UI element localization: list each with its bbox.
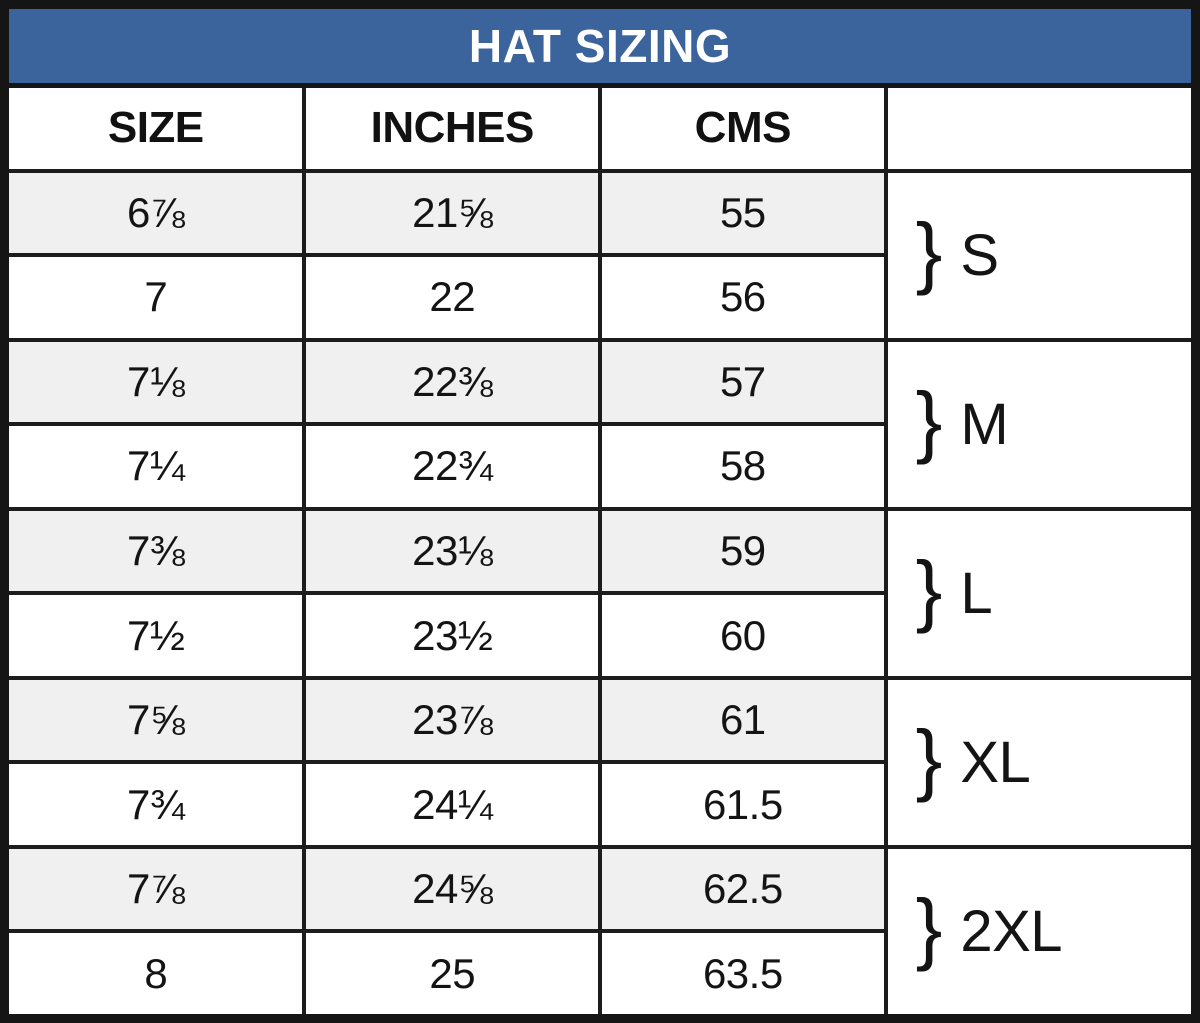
column-header-size: SIZE bbox=[9, 88, 303, 169]
sizing-grid: SIZE INCHES CMS 6⅞ 21⅝ 55 } S 7 22 56 7⅛… bbox=[9, 88, 1191, 1014]
size-cell: 7 bbox=[9, 257, 303, 338]
inches-cell: 23⅞ bbox=[306, 679, 598, 761]
brace-icon: } bbox=[915, 545, 943, 635]
size-group-s: } S bbox=[887, 172, 1191, 338]
column-header-group bbox=[887, 88, 1191, 169]
size-group-label: S bbox=[960, 222, 999, 288]
cms-cell: 62.5 bbox=[602, 848, 884, 930]
size-group-label: 2XL bbox=[960, 898, 1063, 964]
size-group-label: L bbox=[960, 560, 993, 626]
cms-cell: 63.5 bbox=[602, 933, 884, 1014]
size-group-label: M bbox=[960, 391, 1009, 457]
size-group-m: } M bbox=[887, 341, 1191, 507]
size-cell: 6⅞ bbox=[9, 172, 303, 254]
inches-cell: 21⅝ bbox=[306, 172, 598, 254]
inches-cell: 22⅜ bbox=[306, 341, 598, 423]
brace-icon: } bbox=[915, 376, 943, 466]
size-cell: 7⅜ bbox=[9, 510, 303, 592]
cms-cell: 61.5 bbox=[602, 764, 884, 845]
cms-cell: 55 bbox=[602, 172, 884, 254]
brace-icon: } bbox=[915, 883, 943, 973]
inches-cell: 25 bbox=[306, 933, 598, 1014]
size-group-l: } L bbox=[887, 510, 1191, 676]
brace-icon: } bbox=[915, 714, 943, 804]
size-cell: 7⅞ bbox=[9, 848, 303, 930]
size-cell: 7¼ bbox=[9, 426, 303, 507]
cms-cell: 57 bbox=[602, 341, 884, 423]
cms-cell: 59 bbox=[602, 510, 884, 592]
cms-cell: 61 bbox=[602, 679, 884, 761]
inches-cell: 22¾ bbox=[306, 426, 598, 507]
size-cell: 7⅝ bbox=[9, 679, 303, 761]
inches-cell: 22 bbox=[306, 257, 598, 338]
size-group-2xl: } 2XL bbox=[887, 848, 1191, 1014]
size-group-xl: } XL bbox=[887, 679, 1191, 845]
inches-cell: 24¼ bbox=[306, 764, 598, 845]
column-header-inches: INCHES bbox=[306, 88, 598, 169]
column-header-cms: CMS bbox=[602, 88, 884, 169]
inches-cell: 23½ bbox=[306, 595, 598, 676]
size-cell: 7¾ bbox=[9, 764, 303, 845]
brace-icon: } bbox=[915, 207, 943, 297]
cms-cell: 56 bbox=[602, 257, 884, 338]
table-title: HAT SIZING bbox=[468, 20, 732, 72]
cms-cell: 60 bbox=[602, 595, 884, 676]
size-group-label: XL bbox=[960, 729, 1031, 795]
size-cell: 8 bbox=[9, 933, 303, 1014]
cms-cell: 58 bbox=[602, 426, 884, 507]
inches-cell: 23⅛ bbox=[306, 510, 598, 592]
size-cell: 7⅛ bbox=[9, 341, 303, 423]
size-cell: 7½ bbox=[9, 595, 303, 676]
inches-cell: 24⅝ bbox=[306, 848, 598, 930]
table-title-bar: HAT SIZING bbox=[9, 9, 1191, 88]
